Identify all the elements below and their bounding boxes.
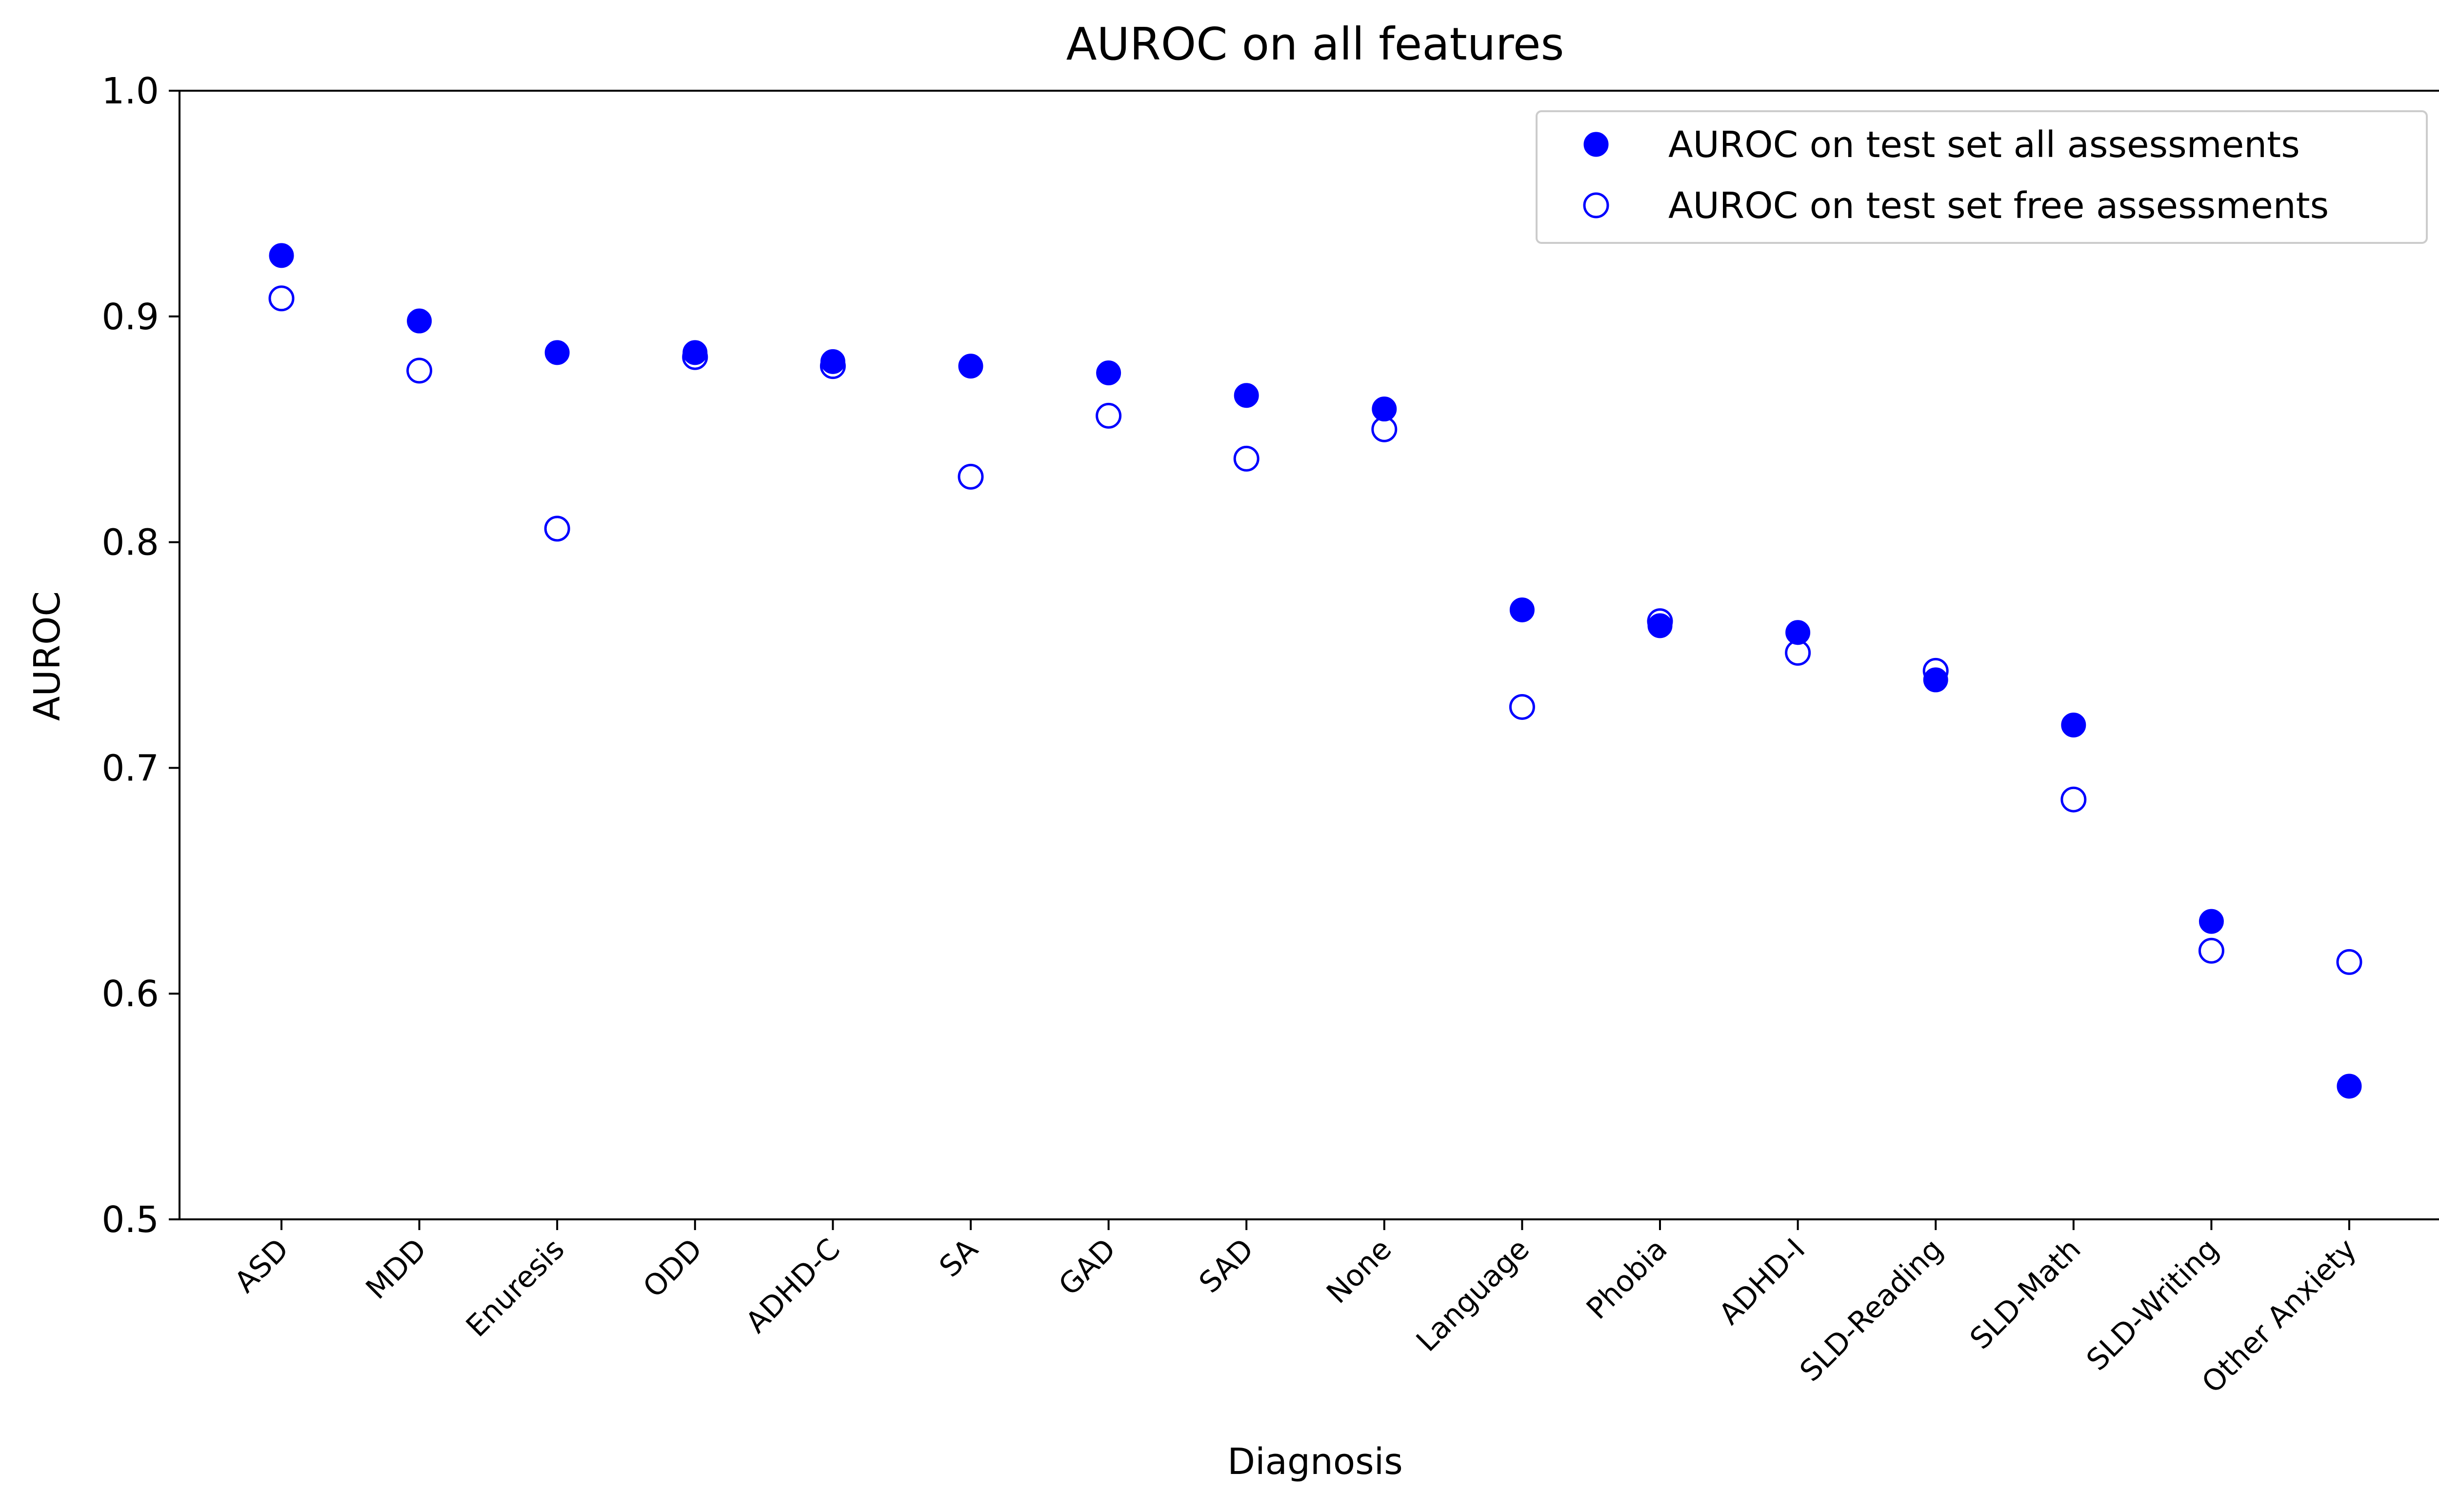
data-point-all-assessments — [269, 243, 294, 268]
data-point-free-assessments — [268, 285, 295, 312]
y-tick-label: 0.6 — [101, 973, 159, 1015]
data-point-free-assessments — [2060, 786, 2087, 813]
data-point-all-assessments — [1785, 620, 1811, 645]
data-point-free-assessments — [820, 353, 846, 379]
data-point-free-assessments — [1509, 694, 1535, 720]
y-tick-label: 0.7 — [101, 747, 159, 789]
data-point-all-assessments — [958, 354, 983, 379]
data-point-all-assessments — [2199, 909, 2224, 934]
data-point-all-assessments — [407, 308, 432, 334]
data-point-all-assessments — [2061, 712, 2086, 737]
data-point-free-assessments — [1647, 608, 1673, 635]
x-axis-label: Diagnosis — [1227, 1441, 1403, 1483]
legend-label: AUROC on test set all assessments — [1668, 124, 2300, 166]
data-point-all-assessments — [1509, 597, 1535, 622]
y-tick-label: 0.8 — [101, 522, 159, 564]
legend-marker-filled — [1583, 132, 1609, 157]
legend: AUROC on test set all assessments AUROC o… — [1536, 110, 2428, 244]
y-tick-label: 0.5 — [101, 1199, 159, 1241]
data-point-free-assessments — [1233, 445, 1259, 472]
data-point-all-assessments — [1096, 360, 1121, 385]
data-point-free-assessments — [1922, 657, 1949, 684]
data-point-all-assessments — [1923, 667, 1948, 693]
chart-title: AUROC on all features — [1066, 18, 1564, 70]
legend-label: AUROC on test set free assessments — [1668, 185, 2329, 227]
data-point-all-assessments — [2337, 1074, 2362, 1099]
legend-box — [1536, 110, 2428, 244]
data-point-free-assessments — [682, 344, 708, 370]
data-point-free-assessments — [1096, 402, 1122, 429]
data-point-free-assessments — [1371, 416, 1398, 442]
data-point-free-assessments — [2198, 937, 2224, 964]
legend-marker-open — [1583, 192, 1609, 219]
axes-frame — [179, 90, 2439, 1220]
data-point-free-assessments — [1785, 639, 1811, 666]
y-tick-label: 1.0 — [101, 70, 159, 112]
data-point-free-assessments — [2336, 949, 2362, 975]
data-point-free-assessments — [958, 463, 984, 490]
data-point-free-assessments — [544, 516, 570, 542]
y-tick-label: 0.9 — [101, 296, 159, 338]
y-axis-label: AUROC — [26, 591, 68, 721]
data-point-free-assessments — [406, 358, 433, 384]
data-point-all-assessments — [1234, 383, 1259, 408]
data-point-all-assessments — [544, 340, 570, 365]
data-point-all-assessments — [1372, 397, 1397, 422]
